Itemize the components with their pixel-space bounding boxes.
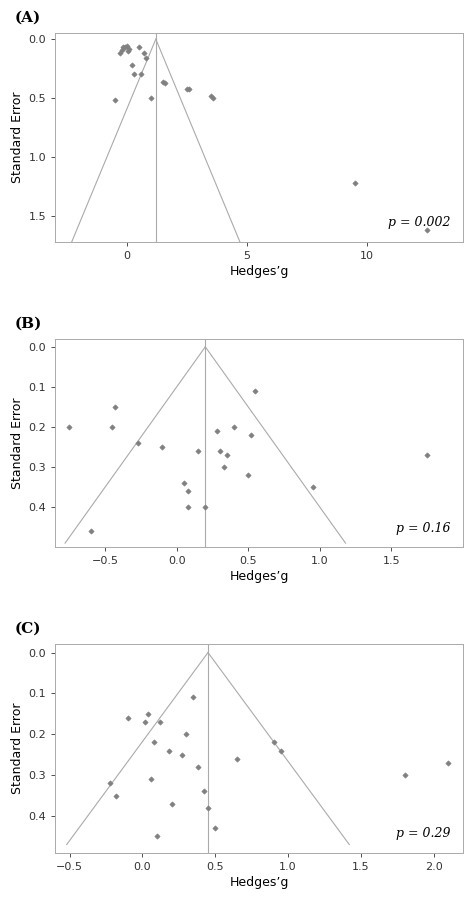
Point xyxy=(87,524,95,538)
Point xyxy=(207,88,215,103)
Point xyxy=(211,821,219,835)
Point xyxy=(351,176,359,190)
Point xyxy=(159,75,167,89)
Point xyxy=(135,40,143,55)
Text: p = 0.16: p = 0.16 xyxy=(396,522,451,535)
Point xyxy=(223,448,230,463)
Point xyxy=(126,41,133,56)
Point xyxy=(121,40,128,55)
Point xyxy=(118,42,126,57)
Point xyxy=(162,76,169,90)
Text: (A): (A) xyxy=(14,11,40,25)
Point xyxy=(230,419,238,434)
Point xyxy=(401,768,409,782)
Point xyxy=(111,400,119,414)
Point xyxy=(210,91,217,105)
Point xyxy=(220,460,228,474)
Point xyxy=(65,419,73,434)
Text: (B): (B) xyxy=(14,317,42,330)
Y-axis label: Standard Error: Standard Error xyxy=(11,703,24,795)
Point xyxy=(145,706,152,721)
X-axis label: Hedges’g: Hedges’g xyxy=(229,571,289,583)
Point xyxy=(134,436,142,450)
Point xyxy=(123,39,131,53)
Point xyxy=(107,776,114,790)
Point xyxy=(182,727,190,742)
Point xyxy=(125,44,132,58)
Point xyxy=(186,81,193,95)
X-axis label: Hedges’g: Hedges’g xyxy=(229,876,289,889)
Point xyxy=(142,715,149,729)
Point xyxy=(277,743,284,758)
Point xyxy=(245,468,252,482)
Point xyxy=(216,444,223,458)
Point xyxy=(128,58,136,72)
Point xyxy=(194,444,202,458)
Point xyxy=(147,772,155,787)
Text: (C): (C) xyxy=(14,622,41,636)
Point xyxy=(156,715,164,729)
Y-axis label: Standard Error: Standard Error xyxy=(11,92,24,184)
Point xyxy=(116,46,124,60)
Point xyxy=(165,743,173,758)
Point xyxy=(112,788,120,803)
Point xyxy=(423,222,431,237)
X-axis label: Hedges’g: Hedges’g xyxy=(229,265,289,278)
Text: p = 0.29: p = 0.29 xyxy=(396,827,451,841)
Point xyxy=(213,424,220,438)
Point xyxy=(184,500,192,514)
Point xyxy=(445,756,452,770)
Point xyxy=(184,484,192,499)
Point xyxy=(150,735,158,750)
Point xyxy=(168,796,175,811)
Point xyxy=(119,40,127,55)
Point xyxy=(423,448,431,463)
Point xyxy=(233,752,241,766)
Point xyxy=(183,81,191,95)
Point xyxy=(204,801,212,815)
Point xyxy=(147,91,155,105)
Text: p = 0.002: p = 0.002 xyxy=(388,216,451,230)
Point xyxy=(153,829,161,843)
Point xyxy=(159,440,166,454)
Point xyxy=(247,428,255,442)
Point xyxy=(270,735,277,750)
Point xyxy=(111,93,119,107)
Point xyxy=(190,690,197,705)
Point xyxy=(137,68,145,82)
Point xyxy=(178,748,185,762)
Point xyxy=(124,711,132,725)
Point xyxy=(252,383,259,398)
Point xyxy=(201,500,209,514)
Point xyxy=(309,480,317,494)
Point xyxy=(109,419,116,434)
Point xyxy=(180,476,188,491)
Point xyxy=(140,46,147,60)
Point xyxy=(194,760,201,774)
Point xyxy=(142,50,150,65)
Point xyxy=(200,784,208,798)
Y-axis label: Standard Error: Standard Error xyxy=(11,397,24,489)
Point xyxy=(130,68,138,82)
